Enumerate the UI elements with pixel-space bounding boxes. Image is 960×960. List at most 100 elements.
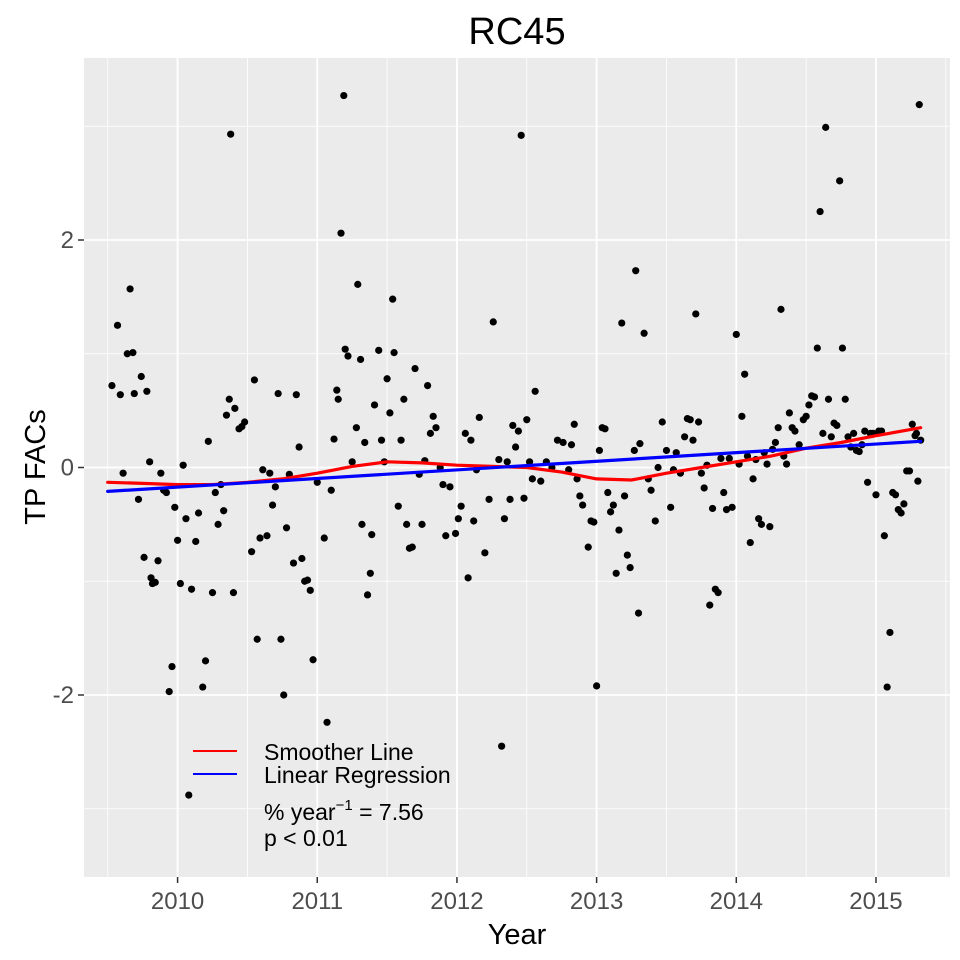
x-tick-label: 2013 xyxy=(570,888,623,915)
data-point xyxy=(481,549,489,557)
data-point xyxy=(266,469,274,477)
data-point xyxy=(634,609,643,617)
data-point xyxy=(623,551,631,559)
data-points xyxy=(108,91,925,799)
data-point xyxy=(697,469,705,477)
data-point xyxy=(630,446,638,455)
data-point xyxy=(528,475,536,483)
data-point xyxy=(292,391,300,399)
data-point xyxy=(746,538,754,547)
data-point xyxy=(130,389,138,398)
data-point xyxy=(785,409,793,417)
data-point xyxy=(280,691,288,699)
data-point xyxy=(714,589,722,597)
data-point xyxy=(900,500,908,508)
data-point xyxy=(883,683,891,691)
data-point xyxy=(426,429,434,437)
data-point xyxy=(694,418,703,426)
data-point xyxy=(720,488,728,497)
legend-slope-suffix: = 7.56 xyxy=(353,799,424,825)
data-point xyxy=(411,364,419,373)
data-point xyxy=(553,436,562,444)
data-point xyxy=(227,130,235,138)
data-point xyxy=(467,436,475,444)
data-point xyxy=(394,502,402,510)
data-point xyxy=(366,569,374,577)
data-point xyxy=(537,477,545,485)
data-point xyxy=(295,443,303,451)
data-point xyxy=(154,557,162,565)
data-point xyxy=(647,486,655,494)
data-point xyxy=(354,280,362,288)
data-point xyxy=(370,401,379,409)
linear-regression-series-line xyxy=(106,439,923,493)
data-point xyxy=(722,505,731,514)
data-point xyxy=(503,458,511,466)
data-point xyxy=(137,372,145,381)
data-point xyxy=(672,449,680,457)
data-point xyxy=(165,687,173,696)
data-point xyxy=(738,412,746,420)
data-point xyxy=(495,455,503,464)
data-point xyxy=(914,477,922,485)
data-point xyxy=(593,682,601,690)
data-point xyxy=(383,375,391,383)
data-point xyxy=(517,131,525,139)
data-point xyxy=(451,529,460,538)
data-point xyxy=(429,412,437,420)
data-point xyxy=(531,387,539,395)
data-point xyxy=(782,460,791,468)
data-point xyxy=(363,591,372,599)
data-point xyxy=(377,436,386,444)
data-point xyxy=(320,534,328,542)
data-point xyxy=(220,507,228,515)
y-tick-label: 2 xyxy=(61,227,74,254)
data-point xyxy=(791,427,799,435)
data-point xyxy=(604,488,612,497)
data-point xyxy=(774,424,782,432)
data-point xyxy=(915,101,923,109)
data-point xyxy=(432,424,440,432)
x-axis-title: Year xyxy=(488,919,547,951)
data-point xyxy=(231,404,239,412)
data-point xyxy=(880,532,888,540)
data-point xyxy=(123,350,131,358)
data-point xyxy=(171,503,179,511)
data-point xyxy=(755,515,763,523)
data-point xyxy=(259,466,267,474)
data-point xyxy=(743,452,752,460)
data-point xyxy=(113,321,122,329)
data-point xyxy=(766,523,774,531)
data-point xyxy=(337,229,345,237)
data-point xyxy=(590,518,598,526)
data-point xyxy=(168,662,176,671)
x-tick-label: 2014 xyxy=(710,888,763,915)
data-point xyxy=(248,548,256,556)
data-point xyxy=(119,469,127,477)
data-point xyxy=(725,454,733,462)
data-point xyxy=(514,427,522,435)
data-point xyxy=(327,486,335,494)
data-point xyxy=(489,318,497,326)
legend-p-value: p < 0.01 xyxy=(264,825,348,851)
data-point xyxy=(838,344,847,352)
data-point xyxy=(457,502,465,510)
data-point xyxy=(151,578,159,586)
data-point xyxy=(908,420,916,428)
data-point xyxy=(601,425,609,433)
data-point xyxy=(836,177,844,185)
data-point xyxy=(651,517,659,525)
data-point xyxy=(912,429,921,437)
data-point xyxy=(298,554,306,563)
data-point xyxy=(313,478,321,486)
data-point xyxy=(282,524,291,532)
data-point xyxy=(199,683,207,691)
data-point xyxy=(309,656,317,664)
data-point xyxy=(358,520,366,528)
data-point xyxy=(211,488,219,497)
data-point xyxy=(147,574,155,582)
data-point xyxy=(523,416,531,424)
data-point xyxy=(777,305,785,313)
data-point xyxy=(615,526,623,534)
data-point xyxy=(348,458,356,466)
